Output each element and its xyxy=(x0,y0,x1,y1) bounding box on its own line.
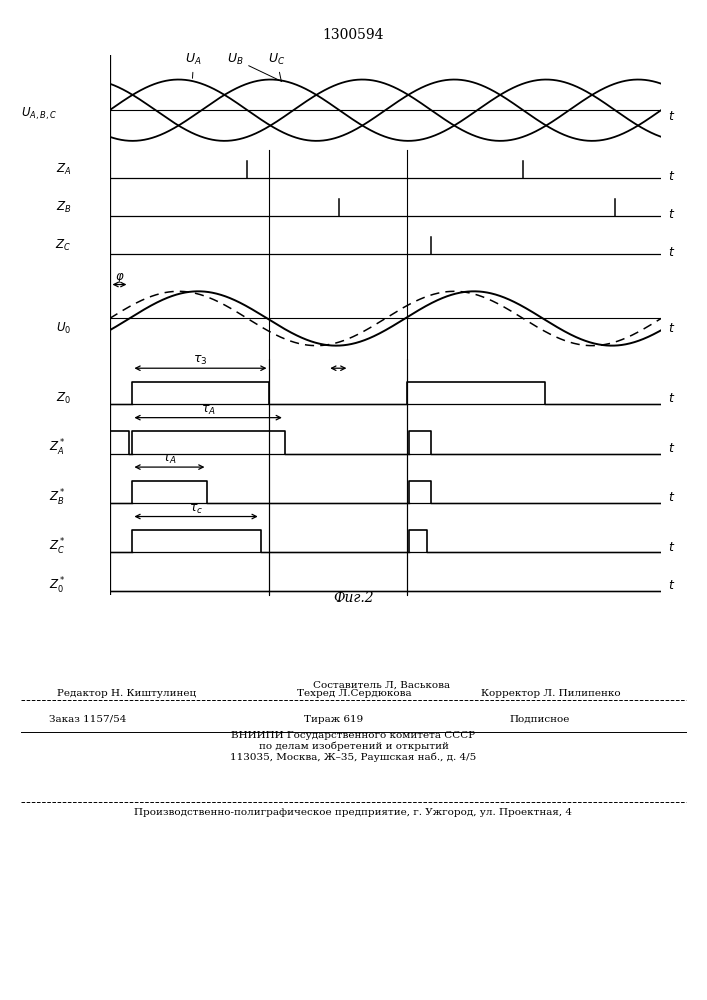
Text: Тираж 619: Тираж 619 xyxy=(304,715,363,724)
Text: Подписное: Подписное xyxy=(509,715,569,724)
Text: Фиг.2: Фиг.2 xyxy=(333,591,374,605)
Text: $t$: $t$ xyxy=(668,579,675,592)
Text: $t$: $t$ xyxy=(668,442,675,455)
Text: 1300594: 1300594 xyxy=(323,28,384,42)
Text: Редактор Н. Киштулинец: Редактор Н. Киштулинец xyxy=(57,689,196,698)
Text: $t$: $t$ xyxy=(668,170,675,183)
Text: $Z_C^*$: $Z_C^*$ xyxy=(49,537,66,557)
Text: $\varphi$: $\varphi$ xyxy=(115,271,124,285)
Text: Техред Л.Сердюкова: Техред Л.Сердюкова xyxy=(297,689,411,698)
Text: $t$: $t$ xyxy=(668,208,675,221)
Text: Составитель Л, Васькова: Составитель Л, Васькова xyxy=(313,681,450,690)
Text: $Z_B^*$: $Z_B^*$ xyxy=(49,488,66,508)
Text: 113035, Москва, Ж–35, Раушская наб., д. 4/5: 113035, Москва, Ж–35, Раушская наб., д. … xyxy=(230,752,477,762)
Text: $Z_C$: $Z_C$ xyxy=(55,238,71,253)
Text: $\tau_c$: $\tau_c$ xyxy=(189,503,203,516)
Text: $Z_A^*$: $Z_A^*$ xyxy=(49,438,66,458)
Text: $U_0$: $U_0$ xyxy=(56,321,71,336)
Text: ВНИИПИ Государственного комитета СССР: ВНИИПИ Государственного комитета СССР xyxy=(231,731,476,740)
Text: $Z_0$: $Z_0$ xyxy=(56,391,71,406)
Text: $t$: $t$ xyxy=(668,392,675,405)
Text: $U_{A,B,C}$: $U_{A,B,C}$ xyxy=(21,106,57,122)
Text: $U_B$: $U_B$ xyxy=(227,52,281,81)
Text: $\tau_3$: $\tau_3$ xyxy=(193,354,208,367)
Text: $U_C$: $U_C$ xyxy=(268,52,286,81)
Text: $Z_B$: $Z_B$ xyxy=(56,200,71,215)
Text: $t$: $t$ xyxy=(668,110,675,123)
Text: $Z_0^*$: $Z_0^*$ xyxy=(49,575,66,596)
Text: Корректор Л. Пилипенко: Корректор Л. Пилипенко xyxy=(481,689,620,698)
Text: Производственно-полиграфическое предприятие, г. Ужгород, ул. Проектная, 4: Производственно-полиграфическое предприя… xyxy=(134,808,573,817)
Text: $t$: $t$ xyxy=(668,541,675,554)
Text: $U_A$: $U_A$ xyxy=(185,52,202,78)
Text: $t$: $t$ xyxy=(668,322,675,335)
Text: $\tau_A$: $\tau_A$ xyxy=(162,453,177,466)
Text: Заказ 1157/54: Заказ 1157/54 xyxy=(49,715,127,724)
Text: $\tau_A$: $\tau_A$ xyxy=(201,404,216,417)
Text: $Z_A$: $Z_A$ xyxy=(56,162,71,177)
Text: $t$: $t$ xyxy=(668,246,675,259)
Text: $t$: $t$ xyxy=(668,491,675,504)
Text: по делам изобретений и открытий: по делам изобретений и открытий xyxy=(259,742,448,751)
